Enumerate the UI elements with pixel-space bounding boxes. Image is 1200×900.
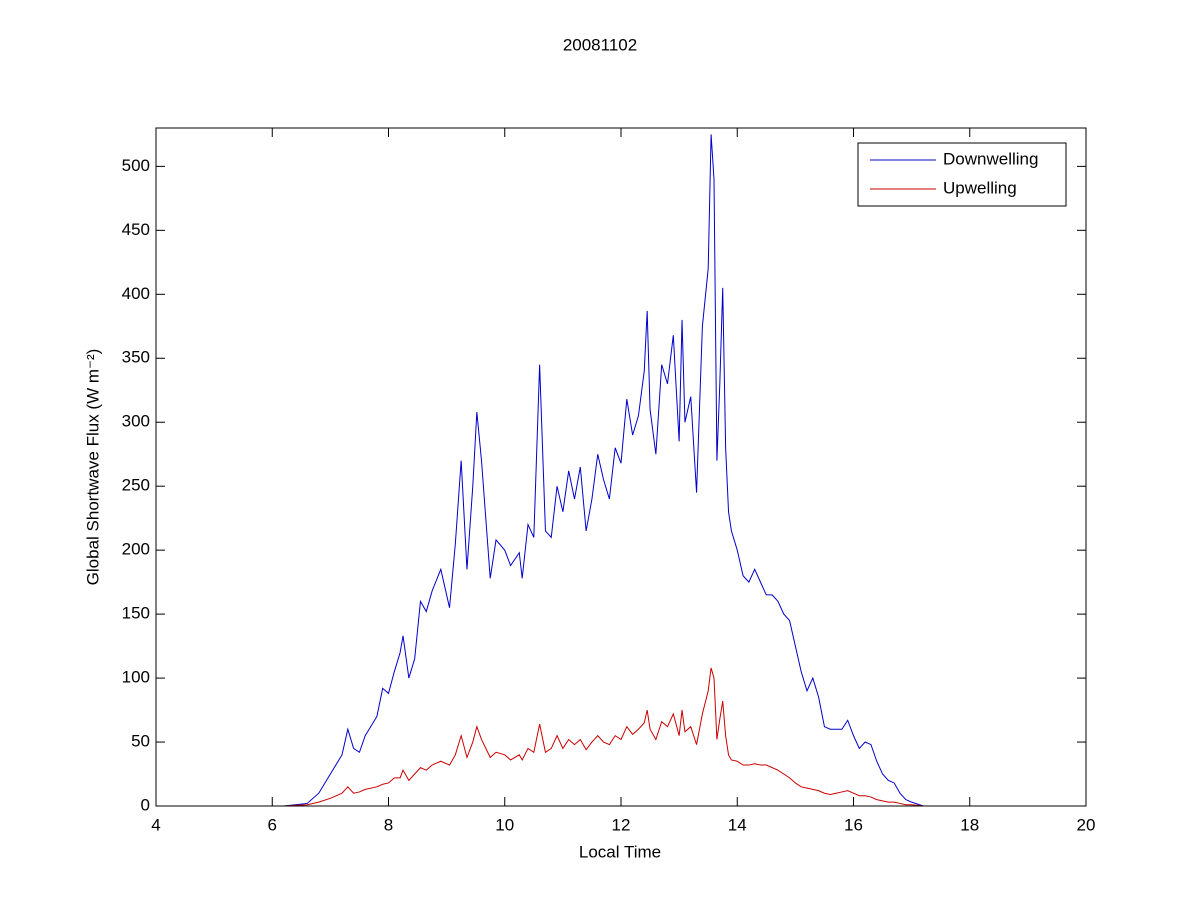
data-line <box>196 667 930 807</box>
y-tick-label: 100 <box>122 668 150 687</box>
legend-label: Upwelling <box>943 178 1017 197</box>
y-tick-label: 450 <box>122 220 150 239</box>
y-tick-label: 400 <box>122 284 150 303</box>
y-tick-label: 200 <box>122 540 150 559</box>
y-tick-label: 300 <box>122 412 150 431</box>
x-tick-label: 6 <box>268 815 277 834</box>
x-tick-label: 12 <box>612 815 631 834</box>
data-line <box>196 134 930 807</box>
x-tick-label: 20 <box>1077 815 1096 834</box>
y-tick-label: 250 <box>122 476 150 495</box>
legend-box <box>857 142 1067 207</box>
y-axis-label: Global Shortwave Flux (W m⁻²) <box>83 349 102 586</box>
y-tick-label: 150 <box>122 604 150 623</box>
y-tick-label: 350 <box>122 348 150 367</box>
x-tick-label: 4 <box>151 815 160 834</box>
x-tick-label: 14 <box>728 815 747 834</box>
x-tick-label: 10 <box>495 815 514 834</box>
x-tick-label: 8 <box>384 815 393 834</box>
plot-frame <box>155 127 1087 807</box>
x-tick-label: 16 <box>844 815 863 834</box>
y-tick-label: 50 <box>131 732 150 751</box>
y-tick-label: 0 <box>141 795 150 814</box>
legend-label: Downwelling <box>943 149 1038 168</box>
x-axis-label: Local Time <box>579 842 661 861</box>
y-tick-label: 500 <box>122 156 150 175</box>
chart-title: 20081102 <box>563 35 637 54</box>
x-tick-label: 18 <box>960 815 979 834</box>
